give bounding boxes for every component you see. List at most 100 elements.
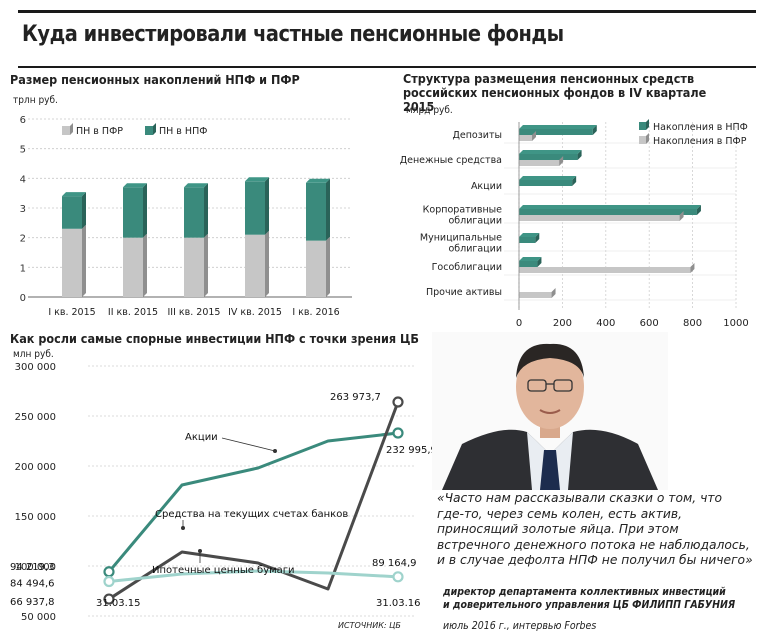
chart2-bar-pfr-side (679, 211, 684, 221)
chart2-bar-pfr-side (690, 263, 695, 273)
chart3-series-label-mortgage: Ипотечные ценные бумаги (152, 565, 295, 576)
chart2-bar-npf (519, 129, 593, 135)
chart2-legend-swatch (639, 122, 646, 130)
chart3-label-stocks-end: 232 995,9 (386, 445, 437, 456)
chart3-y-tick: 250 000 (15, 412, 56, 423)
chart3-label-stocks-start: 94 219,3 (10, 562, 55, 573)
chart1-bar-pfr-side (326, 236, 330, 297)
chart1-bar-npf (62, 196, 82, 229)
chart1-x-tick: I кв. 2016 (292, 307, 339, 318)
quote-date: июль 2016 г., интервью Forbes (443, 620, 597, 632)
chart1-y-tick: 3 (20, 204, 26, 215)
chart3-line-stocks-marker (103, 566, 115, 578)
chart2-bar-npf-side (592, 125, 597, 135)
chart2-category-label: Акции (471, 181, 502, 192)
chart2-bar-npf-top (519, 125, 597, 129)
chart1-bar-npf-top (62, 192, 86, 197)
chart3-leader-dot (198, 549, 202, 553)
page-title: Куда инвестировали частные пенсионные фо… (22, 22, 564, 47)
chart1-bar-npf-top (306, 178, 330, 183)
chart2-bar-pfr (519, 215, 680, 221)
chart2-x-tick: 600 (640, 318, 659, 329)
chart1-legend-label: ПН в ПФР (76, 126, 123, 137)
chart1-bar-pfr-side (265, 230, 269, 297)
chart3-line-mortgage-marker (103, 575, 115, 588)
chart1-bar-pfr (123, 237, 143, 297)
chart1-bar-npf-top (245, 177, 269, 182)
chart2-bar-pfr (519, 267, 691, 273)
chart2-bar-pfr (519, 135, 533, 141)
chart2-category-label: Гособлигации (432, 262, 502, 273)
chart3-y-tick: 150 000 (15, 512, 56, 523)
chart2-bar-npf-top (519, 176, 577, 180)
chart2-bar-npf-top (519, 150, 582, 154)
chart2-x-tick: 800 (683, 318, 702, 329)
chart1-bar-pfr (184, 237, 204, 297)
chart2-bar-pfr (519, 160, 560, 166)
chart1-y-tick: 6 (20, 115, 26, 126)
attribution-1: директор департамента коллективных инвес… (443, 586, 726, 598)
chart1-y-tick: 4 (20, 174, 26, 185)
chart2-title-text: Структура размещения пенсионных средств … (403, 71, 707, 114)
chart1-y-tick: 5 (20, 145, 26, 156)
chart1-bar-pfr (62, 228, 82, 297)
chart3-line-mortgage (108, 569, 399, 583)
chart2-bar-pfr-side (551, 288, 556, 298)
chart3-leader-dot (273, 449, 277, 453)
chart1-bar-npf (245, 181, 265, 235)
chart3-line-bank-marker (103, 593, 115, 605)
chart3-source: ИСТОЧНИК: ЦБ (338, 621, 401, 630)
chart3-x-tick: 31.03.16 (376, 598, 421, 609)
chart2-x-tick: 1000 (723, 318, 748, 329)
chart1-bar-npf-side (326, 178, 330, 241)
chart2-bar-npf (519, 180, 573, 186)
chart2-title: Структура размещения пенсионных средств … (403, 72, 733, 114)
chart1-legend-swatch-side (70, 123, 73, 135)
chart2-bar-pfr-side (559, 156, 564, 166)
chart1-bar-npf (123, 187, 143, 238)
chart3-line-bank (108, 401, 400, 601)
chart1-y-tick: 0 (20, 293, 26, 304)
chart1-bar-npf-side (143, 183, 147, 238)
chart1-bar-pfr-side (82, 224, 86, 297)
chart2-unit: млрд руб. (406, 105, 453, 116)
chart3-label-bank-end: 263 973,7 (330, 392, 381, 403)
chart1-y-tick: 2 (20, 234, 26, 245)
chart1-x-tick: II кв. 2015 (108, 307, 158, 318)
chart2-bar-pfr-side (532, 131, 537, 141)
chart3-series-label-bank: Средства на текущих счетах банков (155, 509, 348, 520)
title-rule (18, 66, 756, 68)
chart1-x-tick: IV кв. 2015 (228, 307, 282, 318)
attribution-2: и доверительного управления ЦБ ФИЛИПП ГА… (443, 599, 736, 611)
chart1-bar-npf-side (82, 192, 86, 229)
chart3-y-tick: 100 000 (15, 562, 56, 573)
chart3-label-bank-start: 66 937,8 (10, 597, 55, 608)
chart2-legend-label: Накопления в НПФ (653, 122, 748, 133)
chart2-legend-label: Накопления в ПФР (653, 136, 747, 147)
chart3-leader-dot (181, 526, 185, 530)
chart2-bar-npf (519, 209, 697, 215)
chart1-legend-swatch (145, 126, 153, 135)
top-rule (18, 10, 756, 13)
chart2-legend-swatch-side (646, 119, 649, 130)
chart2-category-label: Прочие активы (426, 287, 502, 298)
chart3-x-tick: 31.03.15 (96, 598, 141, 609)
quote-line: где-то, через семь колен, есть актив, (437, 506, 683, 521)
chart1-title: Размер пенсионных накоплений НПФ и ПФР (10, 72, 300, 87)
chart2-bar-npf-top (519, 205, 701, 209)
chart2-category-label: Депозиты (452, 130, 502, 141)
chart3-series-label-stocks: Акции (185, 432, 218, 443)
chart3-line-mortgage-marker (392, 571, 404, 583)
chart1-bar-npf-side (204, 183, 208, 238)
chart2-legend-swatch (639, 136, 646, 144)
chart2-svg: 0 200 400 600 800 1000 Депозиты Денежные средст… (400, 119, 749, 329)
chart2-category-label: Корпоративные (423, 205, 502, 216)
chart3-svg: 50 000 100 000 150 000 200 000 250 000 300 00… (10, 362, 437, 630)
quote-line: приносящий золотые яйца. При этом (437, 522, 679, 536)
chart1-bar-pfr (306, 240, 326, 297)
chart1-x-tick: III кв. 2015 (168, 307, 221, 318)
chart1-y-tick: 1 (20, 263, 26, 274)
quote-line: и в случае дефолта НПФ не получил бы нич… (437, 553, 753, 567)
chart2-bar-pfr (519, 292, 552, 298)
chart2-bar-npf-side (572, 176, 577, 186)
